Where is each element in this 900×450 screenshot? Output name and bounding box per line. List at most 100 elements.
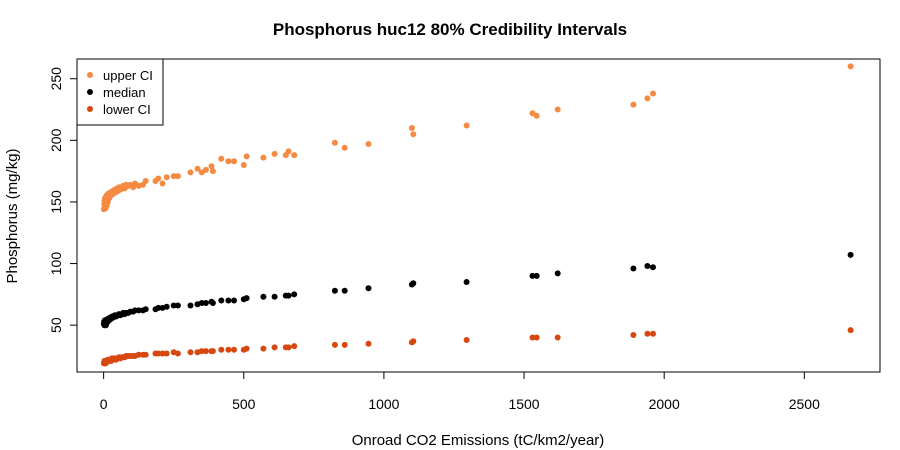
- data-point: [463, 337, 470, 343]
- data-point: [533, 112, 540, 119]
- data-point: [155, 175, 162, 182]
- data-point: [365, 340, 372, 347]
- legend-marker: [87, 106, 93, 112]
- data-point: [463, 122, 470, 129]
- data-point: [218, 297, 225, 304]
- data-point: [174, 350, 181, 357]
- data-point: [271, 293, 278, 300]
- data-point: [847, 327, 854, 334]
- y-axis-label: Phosphorus (mg/kg): [4, 148, 21, 283]
- data-point: [291, 343, 298, 350]
- data-point: [331, 287, 338, 294]
- data-point: [630, 265, 637, 272]
- data-point: [159, 350, 166, 357]
- data-point: [240, 162, 247, 168]
- data-point: [194, 165, 201, 172]
- data-point: [644, 263, 651, 269]
- chart-title: Phosphorus huc12 80% Credibility Interva…: [273, 20, 627, 39]
- y-tick-label: 200: [48, 128, 64, 152]
- data-point: [170, 173, 177, 180]
- data-point: [410, 131, 417, 138]
- data-point: [271, 150, 278, 157]
- data-point: [341, 144, 348, 151]
- data-point: [159, 180, 166, 187]
- x-tick-label: 1500: [508, 396, 539, 412]
- data-point: [187, 302, 194, 309]
- data-point: [341, 341, 348, 348]
- x-tick-label: 500: [232, 396, 256, 412]
- x-tick-label: 2500: [789, 396, 820, 412]
- data-point: [847, 63, 854, 70]
- data-point: [365, 141, 372, 147]
- data-point: [225, 346, 232, 353]
- x-axis: 0 500 1000 1500 2000 2500: [100, 371, 820, 412]
- data-point: [408, 125, 415, 131]
- data-point: [142, 306, 149, 313]
- data-point: [285, 292, 292, 299]
- data-point: [209, 348, 216, 355]
- data-point: [208, 163, 215, 170]
- legend-marker: [87, 72, 93, 78]
- data-point: [231, 158, 237, 165]
- data-point: [260, 293, 267, 300]
- data-point: [650, 264, 656, 271]
- data-point: [209, 168, 216, 175]
- data-point: [463, 279, 470, 285]
- data-point: [285, 148, 292, 155]
- data-point: [410, 280, 417, 287]
- data-point: [630, 332, 637, 338]
- data-point: [291, 291, 298, 298]
- y-tick-label: 250: [48, 67, 64, 91]
- data-point: [225, 158, 232, 165]
- series-lower-ci: [100, 327, 854, 367]
- data-point: [291, 152, 298, 159]
- x-axis-label: Onroad CO2 Emissions (tC/km2/year): [352, 432, 605, 449]
- data-point: [155, 304, 162, 311]
- data-point: [202, 300, 209, 306]
- data-point: [155, 350, 162, 357]
- data-point: [650, 90, 656, 97]
- data-point: [260, 345, 267, 352]
- data-point: [285, 344, 292, 351]
- data-point: [243, 153, 250, 160]
- data-point: [198, 300, 205, 306]
- data-point: [271, 344, 278, 351]
- data-point: [163, 303, 170, 310]
- data-point: [365, 285, 372, 292]
- data-point: [170, 302, 177, 309]
- y-axis: 50 100 150 200 250: [48, 67, 78, 333]
- data-point: [554, 270, 561, 277]
- y-tick-label: 150: [48, 190, 64, 214]
- series-upper-ci: [100, 63, 854, 213]
- data-point: [163, 174, 170, 181]
- data-point: [529, 272, 536, 279]
- data-point: [225, 297, 232, 304]
- data-point: [331, 341, 338, 348]
- data-point: [187, 349, 194, 356]
- data-point: [135, 307, 142, 314]
- legend-label: upper CI: [103, 68, 153, 83]
- data-point: [231, 297, 237, 304]
- data-point: [218, 155, 225, 162]
- data-point: [554, 106, 561, 113]
- y-tick-label: 50: [48, 317, 64, 333]
- data-point: [231, 346, 237, 353]
- data-point: [174, 173, 181, 180]
- x-tick-label: 1000: [368, 396, 399, 412]
- data-point: [243, 345, 250, 352]
- legend-label: median: [103, 85, 146, 100]
- data-point: [341, 287, 348, 294]
- data-point: [198, 348, 205, 355]
- data-point: [142, 351, 149, 358]
- x-tick-label: 2000: [649, 396, 680, 412]
- data-point: [533, 272, 540, 279]
- data-point: [187, 169, 194, 176]
- data-point: [644, 330, 651, 337]
- data-point: [142, 178, 149, 184]
- data-point: [202, 348, 209, 355]
- data-point: [630, 101, 637, 108]
- plot-frame: [76, 58, 881, 373]
- legend: upper CI median lower CI: [76, 58, 164, 126]
- data-point: [533, 334, 540, 341]
